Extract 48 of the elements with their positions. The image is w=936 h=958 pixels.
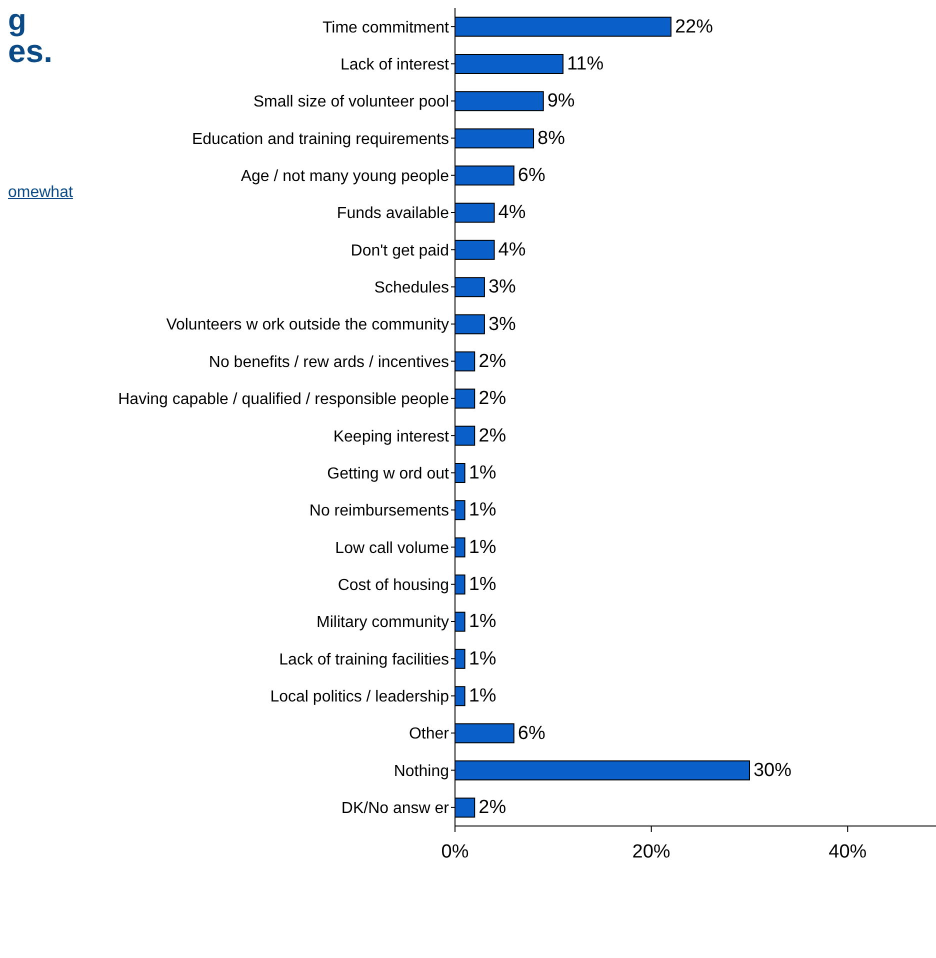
y-tick-label: Getting w ord out bbox=[327, 465, 450, 482]
data-label: 1% bbox=[468, 686, 496, 707]
data-label: 1% bbox=[468, 536, 496, 558]
data-label: 2% bbox=[478, 350, 506, 372]
data-label: 1% bbox=[468, 648, 496, 670]
y-tick-label: Low call volume bbox=[335, 540, 450, 557]
data-label: 2% bbox=[478, 425, 506, 446]
x-tick-label: 40% bbox=[828, 841, 867, 862]
data-label: 30% bbox=[753, 760, 792, 781]
y-tick-label: Local politics / leadership bbox=[270, 688, 450, 706]
y-tick-label: Age / not many young people bbox=[240, 168, 450, 185]
y-tick-label: Don't get paid bbox=[350, 242, 449, 260]
y-tick-label: Military community bbox=[316, 614, 449, 632]
y-tick-label: Funds available bbox=[336, 205, 450, 222]
y-tick-label: Having capable / qualified / responsible people bbox=[118, 391, 450, 408]
data-label: 6% bbox=[518, 722, 546, 744]
y-tick-label: Small size of volunteer pool bbox=[253, 94, 449, 111]
data-label: 3% bbox=[488, 276, 516, 298]
x-tick-label: 0% bbox=[441, 841, 469, 862]
data-label: 1% bbox=[468, 500, 496, 521]
y-tick-label: No reimbursements bbox=[309, 502, 449, 520]
y-tick-label: Schedules bbox=[374, 280, 449, 297]
y-tick-label: No benefits / rew ards / incentives bbox=[208, 354, 449, 371]
data-label: 1% bbox=[468, 574, 496, 596]
data-label: 6% bbox=[518, 165, 546, 186]
y-tick-label: Volunteers w ork outside the community bbox=[166, 316, 449, 334]
data-label: 2% bbox=[478, 797, 506, 818]
data-label: 9% bbox=[547, 90, 575, 112]
y-tick-label: Lack of training facilities bbox=[279, 651, 449, 668]
y-tick-label: Cost of housing bbox=[338, 577, 449, 594]
data-label: 11% bbox=[566, 53, 604, 74]
y-tick-label: Time commitment bbox=[322, 19, 450, 36]
y-tick-label: Nothing bbox=[394, 762, 449, 780]
data-label: 1% bbox=[468, 611, 496, 632]
y-tick-label: Education and training requirements bbox=[192, 130, 449, 148]
data-label: 4% bbox=[498, 202, 526, 224]
y-tick-label: Lack of interest bbox=[340, 56, 450, 74]
y-tick-label: DK/No answ er bbox=[341, 800, 450, 818]
y-tick-label: Keeping interest bbox=[333, 428, 450, 446]
data-label: 4% bbox=[498, 239, 526, 260]
y-tick-label: Other bbox=[408, 726, 450, 743]
data-label: 8% bbox=[538, 128, 566, 149]
data-label: 1% bbox=[468, 462, 496, 484]
data-label: 2% bbox=[478, 388, 506, 410]
x-tick-label: 20% bbox=[632, 841, 670, 862]
text: omewhat bbox=[8, 184, 73, 202]
data-label: 3% bbox=[488, 314, 516, 335]
data-label: 22% bbox=[674, 16, 714, 38]
